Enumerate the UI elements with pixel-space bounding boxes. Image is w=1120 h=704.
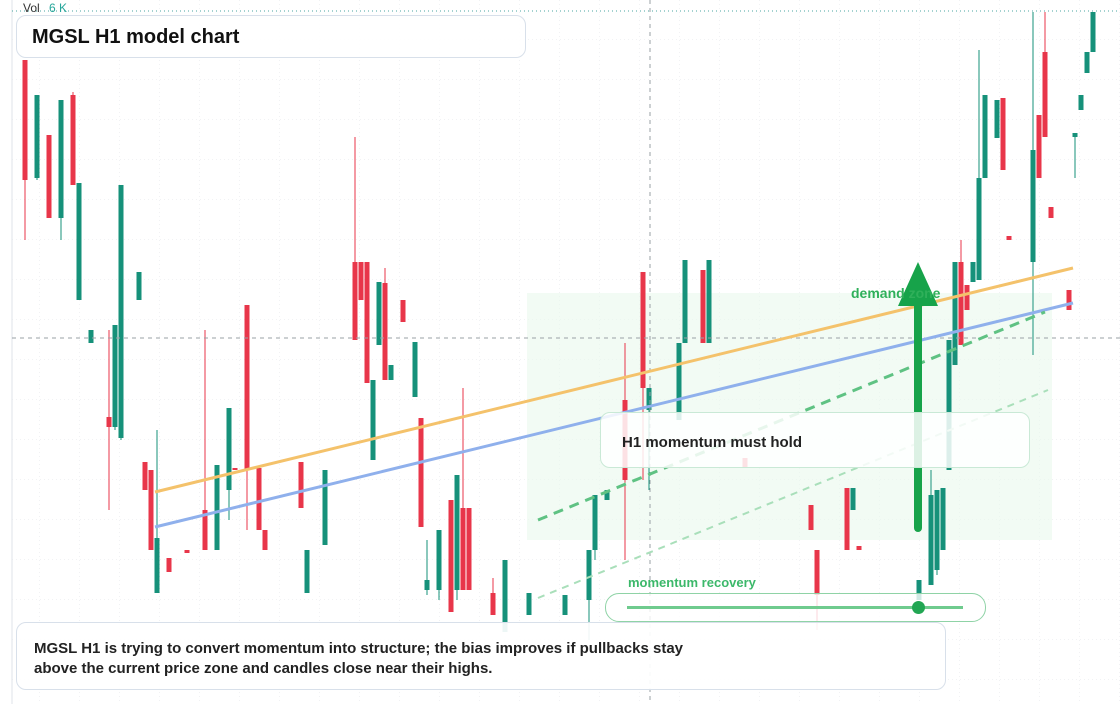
candle-body xyxy=(700,270,706,343)
candle-body xyxy=(202,510,208,550)
candle-body xyxy=(322,470,328,545)
candle-body xyxy=(184,550,190,553)
candle-body xyxy=(388,365,394,380)
candle-body xyxy=(454,475,460,590)
title-card: MGSL H1 model chart xyxy=(16,15,526,58)
candle-body xyxy=(502,560,508,632)
candle-body xyxy=(214,465,220,550)
candle-body xyxy=(88,330,94,343)
recovery-label: momentum recovery xyxy=(628,575,756,590)
candle-body xyxy=(364,262,370,383)
candle-body xyxy=(226,408,232,490)
candle-body xyxy=(1078,95,1084,110)
candle-body xyxy=(640,272,646,388)
candle-body xyxy=(952,262,958,365)
candle-body xyxy=(154,538,160,593)
candle-body xyxy=(58,100,64,218)
recovery-pill xyxy=(605,593,986,622)
candle-body xyxy=(946,340,952,470)
candle-body xyxy=(958,262,964,345)
candle-body xyxy=(940,488,946,550)
candle-body xyxy=(964,285,970,310)
arrow-head xyxy=(898,262,938,306)
candle-body xyxy=(112,325,118,427)
candle-body xyxy=(1000,98,1006,170)
candle-body xyxy=(928,495,934,585)
candle-body xyxy=(856,546,862,550)
candle-body xyxy=(490,593,496,615)
candle-body xyxy=(418,418,424,527)
candle-body xyxy=(562,595,568,615)
candle-body xyxy=(1006,236,1012,240)
candle-body xyxy=(1036,115,1042,178)
candle-body xyxy=(1048,207,1054,218)
candle-body xyxy=(604,490,610,500)
candle-body xyxy=(298,462,304,508)
candle-body xyxy=(136,272,142,300)
candle-body xyxy=(934,490,940,570)
candle-body xyxy=(586,550,592,600)
candle-body xyxy=(262,530,268,550)
candle-body xyxy=(646,388,652,410)
note-text: MGSL H1 is trying to convert momentum in… xyxy=(34,640,684,677)
candle-body xyxy=(682,260,688,343)
zone-label: demand zone xyxy=(851,285,941,301)
candle-body xyxy=(256,468,262,530)
candle-body xyxy=(982,95,988,178)
candle-body xyxy=(976,178,982,280)
candle-body xyxy=(814,550,820,595)
candle-body xyxy=(106,417,112,427)
recovery-dot xyxy=(912,601,925,614)
candle-body xyxy=(34,95,40,178)
candle-body xyxy=(1084,52,1090,73)
recovery-bar xyxy=(627,606,963,609)
candle-body xyxy=(592,495,598,550)
candle-body xyxy=(370,380,376,460)
candle-body xyxy=(526,593,532,615)
candle-body xyxy=(970,262,976,282)
callout-text: H1 momentum must hold xyxy=(622,434,803,451)
candle-body xyxy=(850,488,856,510)
candle-body xyxy=(46,135,52,218)
candle-body xyxy=(142,462,148,490)
candle-body xyxy=(448,500,454,612)
candle-body xyxy=(382,283,388,380)
candle-body xyxy=(148,470,154,550)
chart-title: MGSL H1 model chart xyxy=(32,26,240,48)
candle-body xyxy=(436,530,442,590)
volume-value: 6 K xyxy=(49,1,68,15)
candle-body xyxy=(808,505,814,530)
candle-body xyxy=(1042,52,1048,137)
candle-body xyxy=(844,488,850,550)
candle-body xyxy=(1030,150,1036,262)
note-card: MGSL H1 is trying to convert momentum in… xyxy=(16,622,946,690)
candle-body xyxy=(22,60,28,180)
candle-body xyxy=(118,185,124,438)
callout-card: H1 momentum must hold xyxy=(600,412,1030,468)
volume-label: Vol xyxy=(23,1,40,15)
candle-body xyxy=(1066,290,1072,310)
candle-body xyxy=(166,558,172,572)
candle-body xyxy=(412,342,418,397)
candle-body xyxy=(358,262,364,300)
candle-body xyxy=(352,262,358,340)
candle-body xyxy=(916,580,922,600)
candle-body xyxy=(424,580,430,590)
candle-body xyxy=(400,300,406,322)
candle-body xyxy=(232,468,238,470)
candle-body xyxy=(466,508,472,590)
candle-body xyxy=(1090,12,1096,52)
candle-body xyxy=(1072,133,1078,137)
candle-body xyxy=(76,183,82,300)
candle-body xyxy=(304,550,310,593)
candle-body xyxy=(676,343,682,420)
candle-body xyxy=(376,282,382,345)
candle-body xyxy=(994,100,1000,138)
candle-body xyxy=(706,260,712,343)
candle-body xyxy=(70,95,76,185)
candle-body xyxy=(460,508,466,590)
candle-body xyxy=(244,305,250,470)
